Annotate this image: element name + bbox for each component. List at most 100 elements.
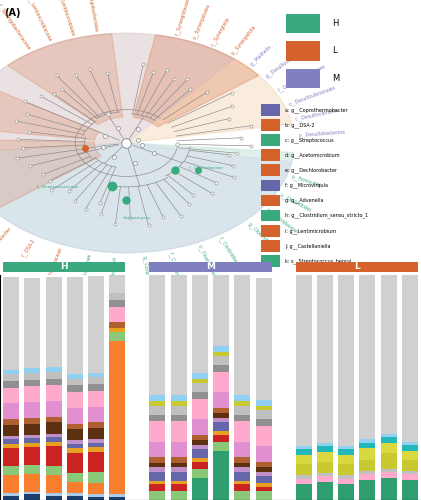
FancyBboxPatch shape [261, 104, 280, 116]
Bar [149, 406, 165, 414]
Bar [213, 435, 229, 442]
Bar [338, 475, 354, 478]
Text: g__Clostridium: g__Clostridium [246, 221, 274, 248]
Bar [192, 468, 208, 477]
Bar [256, 278, 272, 400]
Bar [171, 414, 187, 421]
Bar [234, 457, 250, 463]
Bar [109, 328, 125, 332]
Bar [24, 435, 40, 438]
Bar [45, 378, 61, 386]
Bar [109, 496, 125, 500]
Text: M: M [206, 262, 215, 271]
Bar [234, 406, 250, 414]
Bar [360, 471, 376, 474]
Bar [381, 434, 397, 437]
Bar [45, 372, 61, 378]
Text: i: g__Lentimicrobium: i: g__Lentimicrobium [285, 228, 336, 234]
Text: g__Streptococcus: g__Streptococcus [109, 256, 117, 296]
Bar [192, 392, 208, 399]
Polygon shape [8, 34, 123, 124]
Bar [149, 463, 165, 468]
Bar [67, 453, 83, 473]
Bar [67, 424, 83, 429]
Bar [24, 494, 40, 500]
Bar [317, 442, 333, 446]
Bar [45, 496, 61, 500]
Bar [149, 275, 165, 396]
Bar [256, 462, 272, 468]
Bar [3, 448, 19, 466]
Bar [192, 419, 208, 435]
Bar [24, 373, 40, 380]
Bar [256, 483, 272, 486]
Bar [3, 466, 19, 475]
Bar [402, 460, 418, 471]
Bar [24, 380, 40, 386]
Bar [234, 484, 250, 491]
Bar [149, 468, 165, 472]
Bar [192, 450, 208, 458]
Text: f__Lachnospiraceae: f__Lachnospiraceae [42, 246, 64, 290]
Bar [45, 466, 61, 475]
Text: f__Desulfovibrionaceae: f__Desulfovibrionaceae [277, 62, 327, 92]
Text: c: g__Streptococcus: c: g__Streptococcus [285, 137, 334, 143]
Text: o__Desulfovibrionales: o__Desulfovibrionales [288, 84, 337, 107]
Bar [338, 464, 354, 475]
Bar [171, 396, 187, 401]
Bar [149, 421, 165, 442]
Bar [213, 372, 229, 392]
Bar [402, 275, 418, 442]
Bar [317, 473, 333, 476]
Bar [67, 378, 83, 386]
Bar [3, 374, 19, 381]
Text: f__Lentimicrobiaceae: f__Lentimicrobiaceae [27, 0, 53, 43]
Bar [213, 442, 229, 450]
Text: f__Clostridiaceae: f__Clostridiaceae [189, 166, 224, 170]
Bar [360, 480, 376, 500]
FancyBboxPatch shape [286, 42, 320, 60]
Bar [149, 457, 165, 463]
Bar [45, 401, 61, 417]
Bar [3, 381, 19, 388]
Bar [67, 386, 83, 392]
Bar [256, 426, 272, 446]
Bar [149, 401, 165, 406]
Bar [296, 478, 312, 484]
Bar [171, 401, 187, 406]
Text: o__Lentimicrobiales: o__Lentimicrobiales [56, 0, 76, 36]
Bar [171, 463, 187, 468]
Bar [67, 473, 83, 482]
FancyBboxPatch shape [261, 255, 280, 267]
Bar [24, 418, 40, 424]
Bar [213, 418, 229, 422]
Bar [24, 465, 40, 474]
Bar [67, 448, 83, 453]
Bar [296, 450, 312, 455]
Bar [234, 401, 250, 406]
Bar [45, 493, 61, 496]
Text: f__Streptococcaceae: f__Streptococcaceae [78, 253, 93, 300]
Bar [192, 275, 208, 373]
Bar [338, 478, 354, 484]
Text: f__Streptococcaceae: f__Streptococcaceae [37, 186, 80, 190]
Bar [88, 494, 104, 496]
Text: a: g__Coprothermobacter: a: g__Coprothermobacter [285, 107, 348, 112]
Bar [256, 419, 272, 426]
Bar [24, 402, 40, 418]
Bar [234, 421, 250, 442]
Bar [24, 442, 40, 447]
Bar [213, 432, 229, 435]
Text: b: g__DSA-2: b: g__DSA-2 [285, 122, 315, 128]
Bar [381, 453, 397, 468]
Bar [45, 417, 61, 422]
Bar [149, 491, 165, 500]
Bar [45, 437, 61, 442]
Bar [3, 436, 19, 440]
Bar [67, 482, 83, 493]
Text: f__Clostridiaceae: f__Clostridiaceae [218, 236, 244, 272]
Bar [192, 478, 208, 500]
Text: f__Synergistaceae: f__Synergistaceae [174, 0, 192, 36]
Bar [256, 406, 272, 410]
Bar [109, 342, 125, 494]
